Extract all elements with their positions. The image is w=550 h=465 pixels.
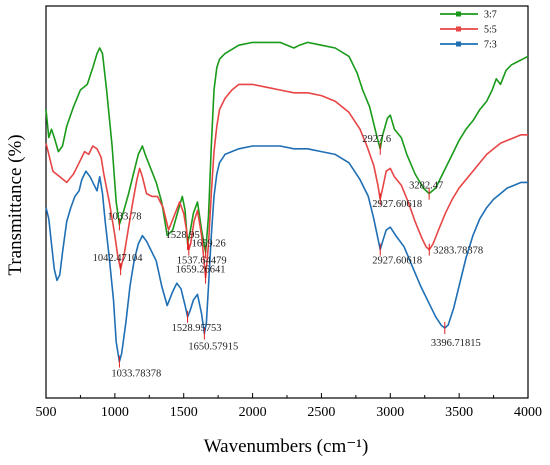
x-tick-label: 1000 — [101, 405, 129, 420]
x-tick-label: 500 — [36, 405, 57, 420]
peak-label: 3282.47 — [409, 181, 443, 192]
peak-label: 1033.78378 — [111, 369, 161, 380]
legend-label: 3:7 — [484, 10, 497, 21]
x-axis-ticks: 500 1000 1500 2000 2500 3000 3500 4000 — [36, 393, 542, 420]
x-tick-label: 2500 — [307, 405, 335, 420]
series-line-7-3 — [45, 145, 528, 363]
peak-label: 3283.78378 — [433, 246, 483, 257]
series-line-5-5 — [45, 83, 528, 279]
legend-marker — [456, 11, 461, 17]
peak-label: 3396.71815 — [431, 338, 481, 349]
legend-marker — [456, 26, 461, 32]
legend-marker — [456, 41, 461, 47]
peak-label: 1537.64479 — [177, 256, 227, 267]
peak-label: 1528.95753 — [172, 323, 222, 334]
x-tick-label: 3500 — [445, 405, 473, 420]
peak-label: 1042.47104 — [93, 253, 144, 264]
x-tick-label: 1500 — [170, 405, 198, 420]
peak-label: 1659.26641 — [176, 265, 226, 276]
series-layer — [45, 41, 529, 363]
peak-label: 1659.26 — [192, 238, 226, 249]
peak-label: 2927.60618 — [372, 256, 422, 267]
legend-label: 5:5 — [484, 25, 497, 36]
x-axis-title: Wavenumbers (cm⁻¹) — [204, 436, 369, 457]
peak-label: 1528.95 — [166, 230, 200, 241]
x-tick-label: 4000 — [514, 405, 542, 420]
peak-label: 1650.57915 — [188, 342, 238, 353]
legend: 3:7 5:5 7:3 — [440, 10, 497, 51]
peak-label: 1033.78 — [107, 211, 141, 222]
peak-label: 2927.60618 — [372, 199, 422, 210]
series-line-3-7 — [45, 41, 529, 254]
peak-label: 2927.6 — [362, 134, 391, 145]
legend-label: 7:3 — [484, 40, 497, 51]
y-axis-title: Transmittance (%) — [5, 134, 26, 275]
x-tick-label: 3000 — [376, 405, 404, 420]
x-tick-label: 2000 — [239, 405, 267, 420]
